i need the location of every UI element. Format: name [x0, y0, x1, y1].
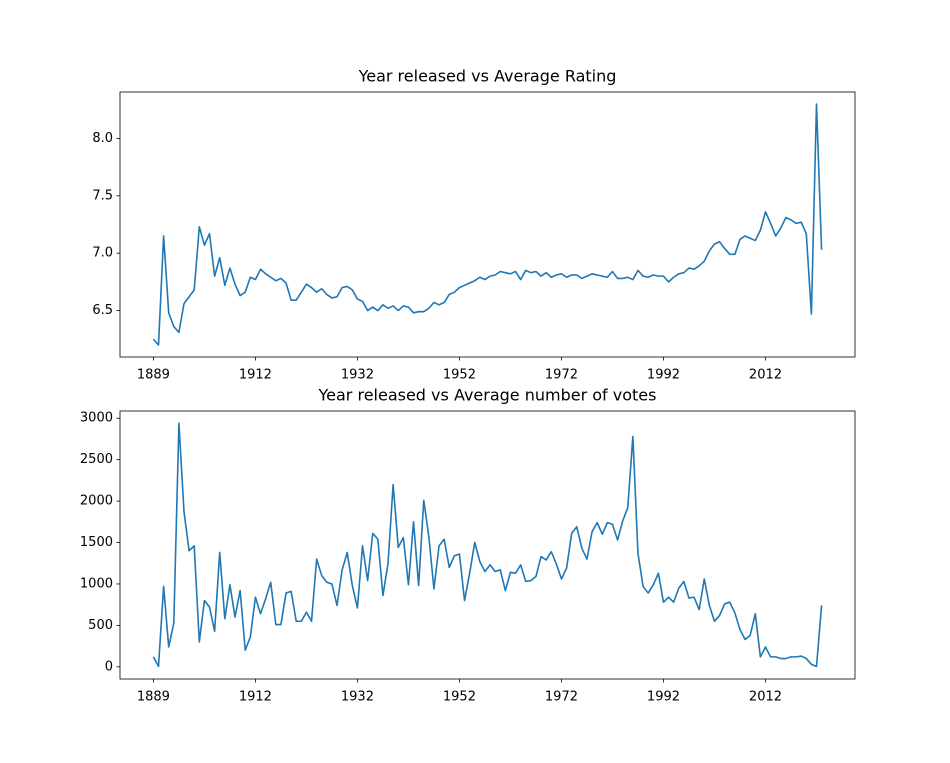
x-tick-label: 1992: [647, 690, 680, 705]
x-tick-label: 1912: [239, 368, 272, 383]
axes-frame: [119, 91, 856, 358]
x-tick-label: 1889: [137, 690, 170, 705]
x-tick-label: 1889: [137, 368, 170, 383]
x-tick-label: 1972: [545, 368, 578, 383]
y-tick-label: 7.0: [92, 246, 113, 261]
y-tick-label: 6.5: [92, 303, 113, 318]
y-tick-label: 7.5: [92, 188, 113, 203]
x-tick-label: 2012: [749, 368, 782, 383]
chart-title: Year released vs Average number of votes: [318, 386, 657, 405]
x-tick-label: 1912: [239, 690, 272, 705]
chart-title: Year released vs Average Rating: [358, 67, 617, 86]
y-tick-label: 2500: [80, 452, 113, 467]
y-tick-label: 8.0: [92, 131, 113, 146]
y-tick-label: 0: [105, 659, 113, 674]
y-tick-label: 1000: [80, 576, 113, 591]
data-line: [152, 422, 823, 668]
axes-frame: [119, 410, 856, 680]
data-line: [152, 103, 823, 346]
x-tick-label: 2012: [749, 690, 782, 705]
y-tick-label: 500: [88, 618, 113, 633]
x-tick-label: 1932: [341, 368, 374, 383]
x-tick-label: 1972: [545, 690, 578, 705]
y-tick-label: 3000: [80, 411, 113, 426]
x-tick-label: 1952: [443, 368, 476, 383]
x-tick-label: 1932: [341, 690, 374, 705]
x-tick-label: 1952: [443, 690, 476, 705]
y-tick-label: 2000: [80, 494, 113, 509]
x-tick-label: 1992: [647, 368, 680, 383]
y-tick-label: 1500: [80, 535, 113, 550]
